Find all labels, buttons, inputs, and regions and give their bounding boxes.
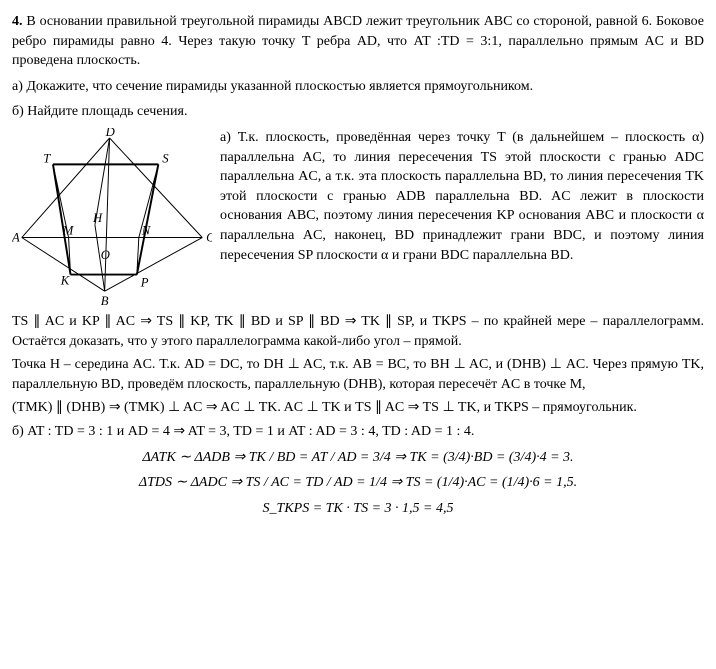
solution-para5: б) AT : TD = 3 : 1 и AD = 4 ⇒ AT = 3, TD… bbox=[12, 422, 704, 442]
problem-text: В основании правильной треугольной пирам… bbox=[12, 14, 704, 68]
svg-text:B: B bbox=[101, 294, 109, 308]
svg-text:T: T bbox=[43, 151, 51, 165]
svg-text:C: C bbox=[206, 230, 212, 244]
svg-text:A: A bbox=[12, 230, 20, 244]
svg-text:P: P bbox=[140, 275, 149, 289]
figure: A B C D T S K P M H N O bbox=[12, 128, 212, 308]
formula-1: ΔATK ∼ ΔADB ⇒ TK / BD = AT / AD = 3/4 ⇒ … bbox=[12, 448, 704, 468]
part-b: б) Найдите площадь сечения. bbox=[12, 102, 704, 122]
solution-para4: (TMK) ∥ (DHB) ⇒ (TMK) ⊥ AC ⇒ AC ⊥ TK. AC… bbox=[12, 398, 704, 418]
problem-statement: 4. В основании правильной треугольной пи… bbox=[12, 12, 704, 71]
svg-text:O: O bbox=[101, 248, 110, 262]
solution-para2: TS ∥ AC и KP ∥ AC ⇒ TS ∥ KP, TK ∥ BD и S… bbox=[12, 312, 704, 351]
formula-2: ΔTDS ∼ ΔADC ⇒ TS / AC = TD / AD = 1/4 ⇒ … bbox=[12, 473, 704, 493]
svg-text:M: M bbox=[62, 224, 75, 238]
solution-para3: Точка H – середина AC. Т.к. AD = DC, то … bbox=[12, 355, 704, 394]
formula-3: S_TKPS = TK · TS = 3 · 1,5 = 4,5 bbox=[12, 499, 704, 519]
svg-text:S: S bbox=[162, 151, 169, 165]
solution-row: A B C D T S K P M H N O а) Т.к. плоскость, проведён… bbox=[12, 128, 704, 308]
svg-text:H: H bbox=[92, 211, 103, 225]
svg-text:D: D bbox=[105, 128, 115, 139]
problem-number: 4. bbox=[12, 14, 23, 29]
svg-text:K: K bbox=[60, 273, 70, 287]
part-a: а) Докажите, что сечение пирамиды указан… bbox=[12, 77, 704, 97]
solution-para1: а) Т.к. плоскость, проведённая через точ… bbox=[220, 128, 704, 308]
svg-text:N: N bbox=[141, 224, 152, 238]
